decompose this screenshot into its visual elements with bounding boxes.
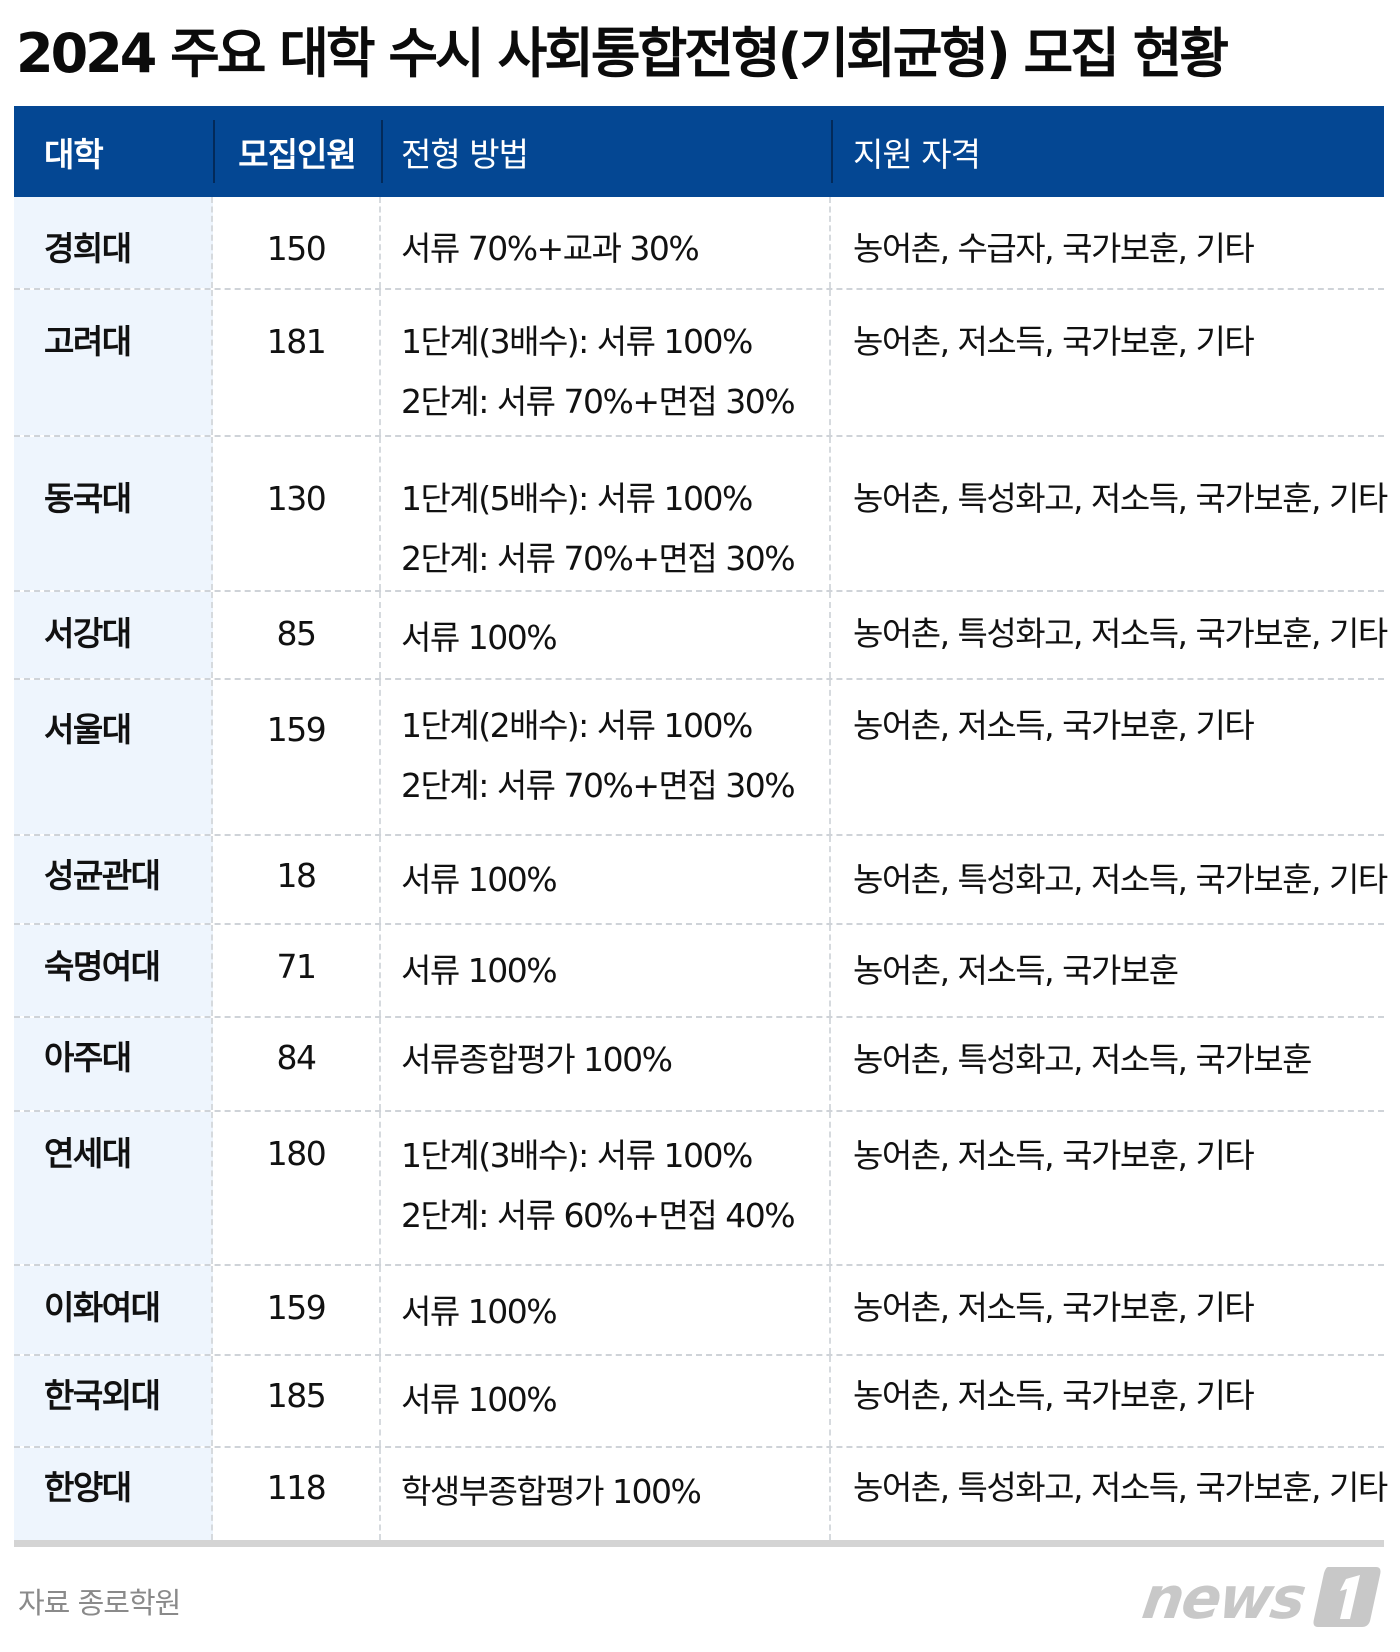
method-line: 1단계(5배수): 서류 100% (401, 479, 753, 518)
news1-logo-icon (1310, 1563, 1382, 1633)
logo-wordmark: news (1138, 1564, 1309, 1632)
eligibility-cell: 농어촌, 특성화고, 저소득, 국가보훈, 기타 (853, 1468, 1388, 1507)
count-cell: 84 (213, 1018, 381, 1110)
eligibility-cell: 농어촌, 수급자, 국가보훈, 기타 (853, 229, 1255, 268)
count-cell: 118 (213, 1448, 381, 1540)
count-cell: 180 (213, 1112, 381, 1264)
eligibility-cell: 농어촌, 저소득, 국가보훈, 기타 (853, 1376, 1255, 1415)
method-cell: 1단계(3배수): 서류 100% 2단계: 서류 70%+면접 30% (381, 290, 831, 435)
source-credit: 자료 종로학원 (18, 1586, 181, 1620)
university-cell: 아주대 (14, 1018, 213, 1110)
header-eligibility: 지원 자격 (831, 106, 1384, 197)
university-cell: 경희대 (14, 197, 213, 288)
method-cell: 학생부종합평가 100% (381, 1448, 831, 1540)
method-cell: 서류 100% (381, 1356, 831, 1446)
method-line: 2단계: 서류 70%+면접 30% (401, 382, 796, 421)
method-line: 1단계(2배수): 서류 100% (401, 706, 753, 745)
method-line: 서류 70%+교과 30% (401, 229, 700, 268)
count-cell: 71 (213, 925, 381, 1016)
university-cell: 고려대 (14, 290, 213, 435)
method-cell: 1단계(3배수): 서류 100% 2단계: 서류 60%+면접 40% (381, 1112, 831, 1264)
method-line: 서류 100% (401, 618, 558, 657)
page-title: 2024 주요 대학 수시 사회통합전형(기회균형) 모집 현황 (16, 22, 1229, 85)
table-row: 한국외대 185 서류 100% 농어촌, 저소득, 국가보훈, 기타 (14, 1356, 1384, 1448)
header-count: 모집인원 (213, 106, 381, 197)
university-cell: 동국대 (14, 437, 213, 590)
method-line: 학생부종합평가 100% (401, 1472, 702, 1511)
university-cell: 서울대 (14, 680, 213, 834)
table-row: 이화여대 159 서류 100% 농어촌, 저소득, 국가보훈, 기타 (14, 1266, 1384, 1356)
eligibility-cell: 농어촌, 저소득, 국가보훈, 기타 (853, 1136, 1255, 1175)
method-line: 2단계: 서류 70%+면접 30% (401, 766, 796, 805)
table-row: 서강대 85 서류 100% 농어촌, 특성화고, 저소득, 국가보훈, 기타 (14, 592, 1388, 680)
method-cell: 1단계(5배수): 서류 100% 2단계: 서류 70%+면접 30% (381, 437, 831, 590)
news1-logo: news (1138, 1563, 1382, 1633)
eligibility-cell: 농어촌, 저소득, 국가보훈 (853, 951, 1179, 990)
eligibility-cell: 농어촌, 특성화고, 저소득, 국가보훈, 기타 (853, 479, 1388, 518)
method-line: 서류종합평가 100% (401, 1040, 673, 1079)
university-cell: 이화여대 (14, 1266, 213, 1354)
method-cell: 서류 100% (381, 836, 831, 923)
eligibility-cell: 농어촌, 저소득, 국가보훈, 기타 (853, 322, 1255, 361)
count-cell: 159 (213, 1266, 381, 1354)
count-cell: 130 (213, 437, 381, 590)
table-row: 서울대 159 1단계(2배수): 서류 100% 2단계: 서류 70%+면접… (14, 680, 1384, 836)
table-row: 아주대 84 서류종합평가 100% 농어촌, 특성화고, 저소득, 국가보훈 (14, 1018, 1384, 1112)
table-row: 성균관대 18 서류 100% 농어촌, 특성화고, 저소득, 국가보훈, 기타 (14, 836, 1388, 925)
eligibility-cell: 농어촌, 특성화고, 저소득, 국가보훈 (853, 1040, 1312, 1079)
table-header: 대학 모집인원 전형 방법 지원 자격 (14, 106, 1384, 197)
method-cell: 서류 100% (381, 925, 831, 1016)
count-cell: 150 (213, 197, 381, 288)
university-cell: 한양대 (14, 1448, 213, 1540)
count-cell: 181 (213, 290, 381, 435)
university-cell: 숙명여대 (14, 925, 213, 1016)
eligibility-cell: 농어촌, 특성화고, 저소득, 국가보훈, 기타 (853, 860, 1388, 899)
count-cell: 185 (213, 1356, 381, 1446)
method-cell: 서류 70%+교과 30% (381, 197, 831, 288)
method-line: 서류 100% (401, 951, 558, 990)
university-cell: 연세대 (14, 1112, 213, 1264)
table-row: 고려대 181 1단계(3배수): 서류 100% 2단계: 서류 70%+면접… (14, 290, 1384, 437)
university-cell: 한국외대 (14, 1356, 213, 1446)
header-method: 전형 방법 (381, 106, 831, 197)
method-line: 1단계(3배수): 서류 100% (401, 1136, 753, 1175)
eligibility-cell: 농어촌, 저소득, 국가보훈, 기타 (853, 1288, 1255, 1327)
table-row: 동국대 130 1단계(5배수): 서류 100% 2단계: 서류 70%+면접… (14, 437, 1388, 592)
table-bottom-divider (14, 1540, 1384, 1547)
method-line: 서류 100% (401, 1292, 558, 1331)
university-cell: 서강대 (14, 592, 213, 678)
university-cell: 성균관대 (14, 836, 213, 923)
method-cell: 1단계(2배수): 서류 100% 2단계: 서류 70%+면접 30% (381, 680, 831, 834)
admissions-table: 대학 모집인원 전형 방법 지원 자격 경희대 150 서류 70%+교과 30… (14, 106, 1388, 1540)
method-line: 2단계: 서류 70%+면접 30% (401, 539, 796, 578)
method-line: 2단계: 서류 60%+면접 40% (401, 1196, 796, 1235)
count-cell: 159 (213, 680, 381, 834)
method-line: 서류 100% (401, 860, 558, 899)
table-row: 한양대 118 학생부종합평가 100% 농어촌, 특성화고, 저소득, 국가보… (14, 1448, 1388, 1540)
table-row: 숙명여대 71 서류 100% 농어촌, 저소득, 국가보훈 (14, 925, 1384, 1018)
count-cell: 18 (213, 836, 381, 923)
table-row: 연세대 180 1단계(3배수): 서류 100% 2단계: 서류 60%+면접… (14, 1112, 1384, 1266)
method-line: 서류 100% (401, 1380, 558, 1419)
table-row: 경희대 150 서류 70%+교과 30% 농어촌, 수급자, 국가보훈, 기타 (14, 197, 1384, 290)
method-cell: 서류 100% (381, 592, 831, 678)
eligibility-cell: 농어촌, 특성화고, 저소득, 국가보훈, 기타 (853, 614, 1388, 653)
count-cell: 85 (213, 592, 381, 678)
eligibility-cell: 농어촌, 저소득, 국가보훈, 기타 (853, 706, 1255, 745)
header-university: 대학 (44, 134, 104, 174)
method-cell: 서류종합평가 100% (381, 1018, 831, 1110)
method-cell: 서류 100% (381, 1266, 831, 1354)
method-line: 1단계(3배수): 서류 100% (401, 322, 753, 361)
